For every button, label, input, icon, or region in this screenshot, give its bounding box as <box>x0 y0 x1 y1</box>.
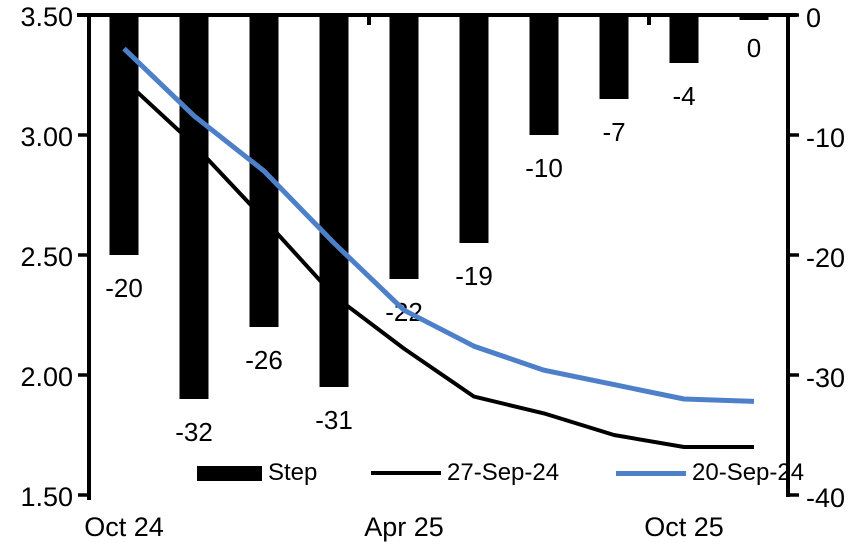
bar-step <box>529 15 559 135</box>
bar-step <box>179 15 209 399</box>
x-axis-label: Oct 24 <box>84 512 164 542</box>
legend-label-20-sep-24: 20-Sep-24 <box>692 459 805 486</box>
step-series-swatch <box>197 465 262 481</box>
bar-step <box>389 15 419 279</box>
legend-item-20-sep-24: 20-Sep-24 <box>616 458 804 488</box>
bar-data-label: -7 <box>602 117 625 147</box>
left-axis-tick-label: 3.50 <box>20 2 73 32</box>
right-axis-tick-label: -30 <box>806 363 845 393</box>
bar-step <box>669 15 699 63</box>
left-axis-tick-label: 3.00 <box>20 122 73 152</box>
bar-data-label: -20 <box>105 273 143 303</box>
right-axis-tick-label: -40 <box>806 483 845 513</box>
legend-item-step: Step <box>197 458 317 488</box>
bar-step <box>459 15 489 243</box>
right-axis-tick-label: 0 <box>806 3 821 33</box>
bar-data-label: 0 <box>747 33 761 63</box>
legend-item-27-sep-24: 27-Sep-24 <box>371 458 559 488</box>
bar-data-label: -26 <box>245 345 283 375</box>
right-axis-tick-label: -20 <box>806 243 845 273</box>
left-axis-tick-label: 1.50 <box>20 482 73 512</box>
bar-data-label: -31 <box>315 405 353 435</box>
series-line-20-sep-24 <box>122 46 755 404</box>
chart-legend: Step 27-Sep-24 20-Sep-24 <box>0 458 852 488</box>
bar-data-label: -4 <box>672 81 695 111</box>
bar-data-label: -10 <box>525 153 563 183</box>
bar-step <box>599 15 629 99</box>
left-axis-tick-label: 2.50 <box>20 242 73 272</box>
legend-label-27-sep-24: 27-Sep-24 <box>447 459 560 486</box>
bar-step <box>319 15 349 387</box>
bar-data-label: -32 <box>175 417 213 447</box>
x-axis-label: Apr 25 <box>364 512 444 542</box>
bar-data-label: -19 <box>455 261 493 291</box>
series-line-27-sep-24 <box>122 78 754 449</box>
right-axis-tick-label: -10 <box>806 123 845 153</box>
left-axis-tick-label: 2.00 <box>20 362 73 392</box>
x-axis-label: Oct 25 <box>644 512 724 542</box>
line-20-sep-24-swatch <box>616 470 686 476</box>
line-27-sep-24-swatch <box>371 471 441 475</box>
bar-step <box>739 15 769 20</box>
legend-label-step: Step <box>268 459 318 486</box>
